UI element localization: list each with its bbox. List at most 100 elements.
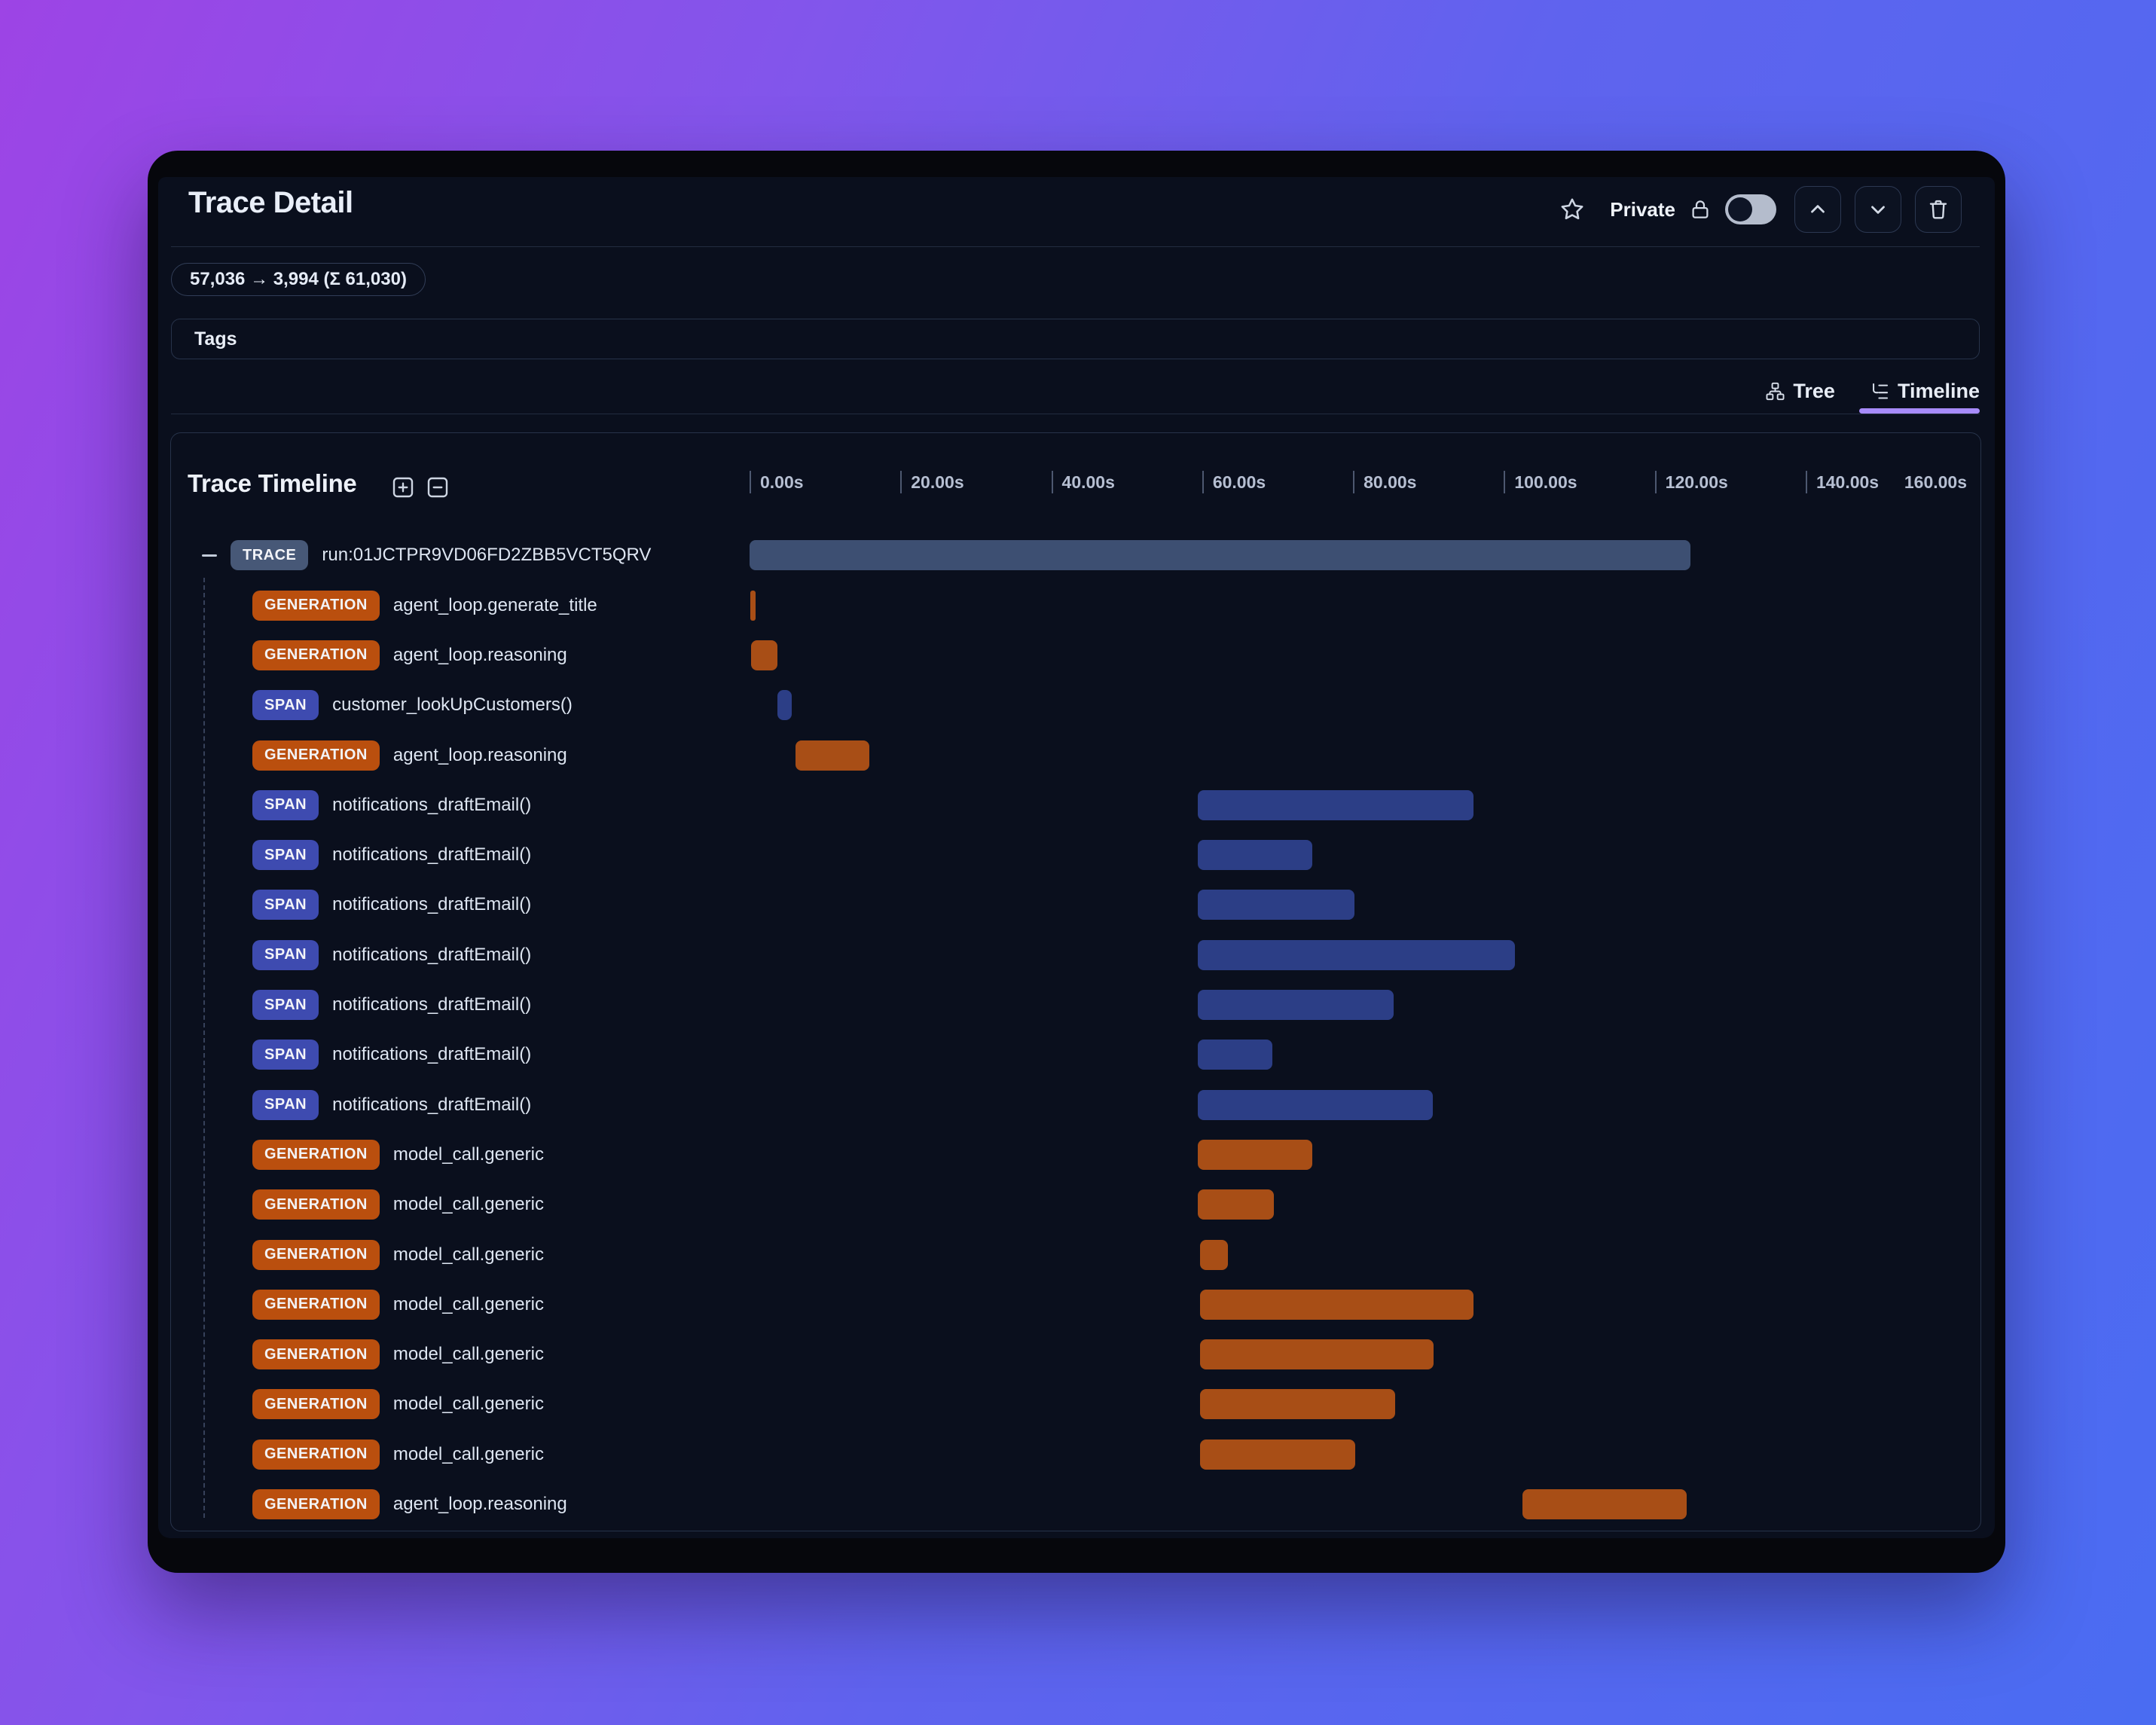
timeline-row[interactable]: GENERATION model_call.generic (171, 1379, 1980, 1429)
duration-bar[interactable] (1199, 1289, 1474, 1320)
row-header: GENERATION model_call.generic (252, 1230, 544, 1280)
header-controls: Private (1559, 186, 1962, 233)
observation-type-badge: TRACE (231, 540, 309, 571)
observation-type-badge: GENERATION (252, 1289, 380, 1320)
duration-bar[interactable] (1522, 1489, 1687, 1519)
timeline-row[interactable]: GENERATION model_call.generic (171, 1330, 1980, 1379)
timeline-row[interactable]: SPAN notifications_draftEmail() (171, 780, 1980, 830)
privacy-toggle[interactable] (1725, 194, 1776, 224)
observation-name: agent_loop.reasoning (392, 1494, 567, 1514)
duration-bar[interactable] (750, 590, 756, 621)
axis-tick-label: 40.00s (1061, 472, 1115, 492)
row-header: GENERATION agent_loop.reasoning (252, 731, 567, 780)
row-header: SPAN notifications_draftEmail() (252, 1080, 531, 1130)
observation-name: agent_loop.reasoning (392, 644, 567, 665)
header-divider (171, 246, 1980, 247)
tab-tree[interactable]: Tree (1765, 380, 1835, 403)
duration-bar[interactable] (1197, 1040, 1272, 1070)
observation-name: notifications_draftEmail() (332, 844, 532, 866)
duration-bar[interactable] (1199, 1439, 1356, 1470)
observation-type-badge: GENERATION (252, 1339, 380, 1370)
observation-name: model_call.generic (392, 1344, 544, 1365)
tags-label: Tags (194, 328, 237, 350)
duration-bar[interactable] (1199, 1239, 1228, 1270)
duration-bar[interactable] (1199, 1389, 1396, 1420)
duration-bar[interactable] (796, 740, 870, 771)
observation-type-badge: SPAN (252, 890, 319, 921)
row-header: GENERATION model_call.generic (252, 1430, 544, 1479)
duration-bar[interactable] (751, 640, 778, 670)
duration-bar[interactable] (1197, 789, 1474, 820)
tree-icon (1765, 381, 1785, 401)
timeline-row[interactable]: SPAN notifications_draftEmail() (171, 880, 1980, 930)
timeline-row[interactable]: GENERATION agent_loop.reasoning (171, 1479, 1980, 1529)
duration-bar[interactable] (1199, 1339, 1434, 1370)
duration-bar[interactable] (1197, 1139, 1313, 1170)
timeline-row[interactable]: SPAN notifications_draftEmail() (171, 1080, 1980, 1130)
observation-name: notifications_draftEmail() (332, 1094, 532, 1115)
row-header: GENERATION model_call.generic (252, 1330, 544, 1379)
observation-name: model_call.generic (392, 1244, 544, 1265)
observation-type-badge: GENERATION (252, 1239, 380, 1270)
observation-type-badge: GENERATION (252, 1439, 380, 1470)
collapse-row-icon[interactable] (202, 554, 217, 557)
axis-tick-label: 100.00s (1514, 472, 1577, 492)
row-header: SPAN notifications_draftEmail() (252, 830, 531, 880)
axis-tick-label: 140.00s (1815, 472, 1880, 492)
timeline-row[interactable]: GENERATION model_call.generic (171, 1180, 1980, 1229)
delete-button[interactable] (1915, 186, 1962, 233)
row-header: GENERATION model_call.generic (252, 1180, 544, 1229)
duration-bar[interactable] (777, 690, 792, 721)
duration-bar[interactable] (1197, 1189, 1274, 1220)
row-header: SPAN notifications_draftEmail() (252, 1030, 531, 1079)
duration-bar[interactable] (1197, 939, 1516, 970)
row-header: SPAN notifications_draftEmail() (252, 880, 531, 930)
token-usage-badge: 57,036 → 3,994 (Σ 61,030) (171, 263, 426, 296)
duration-bar[interactable] (1197, 890, 1355, 921)
timeline-row[interactable]: GENERATION model_call.generic (171, 1280, 1980, 1330)
axis-tick-label: 80.00s (1364, 472, 1417, 492)
observation-name: notifications_draftEmail() (332, 1044, 532, 1065)
collapse-all-button[interactable] (424, 474, 451, 501)
timeline-row[interactable]: GENERATION agent_loop.reasoning (171, 731, 1980, 780)
timeline-row[interactable]: GENERATION model_call.generic (171, 1430, 1980, 1479)
timeline-row[interactable]: TRACE run:01JCTPR9VD06FD2ZBB5VCT5QRV (171, 530, 1980, 580)
scroll-down-button[interactable] (1855, 186, 1901, 233)
scroll-up-button[interactable] (1794, 186, 1841, 233)
duration-bar[interactable] (1197, 1089, 1434, 1120)
timeline-row[interactable]: SPAN notifications_draftEmail() (171, 830, 1980, 880)
timeline-row[interactable]: GENERATION model_call.generic (171, 1230, 1980, 1280)
timeline-row[interactable]: SPAN notifications_draftEmail() (171, 1030, 1980, 1079)
duration-bar[interactable] (1197, 990, 1394, 1020)
timeline-row[interactable]: GENERATION model_call.generic (171, 1130, 1980, 1180)
trace-detail-view: Trace Detail Private (158, 177, 1995, 1538)
timeline-row[interactable]: GENERATION agent_loop.generate_title (171, 581, 1980, 630)
axis-tick (900, 471, 902, 493)
row-header: SPAN notifications_draftEmail() (252, 930, 531, 980)
observation-type-badge: GENERATION (252, 590, 380, 621)
row-header: SPAN customer_lookUpCustomers() (252, 680, 573, 730)
axis-tick (1504, 471, 1506, 493)
duration-bar[interactable] (750, 540, 1690, 571)
observation-type-badge: SPAN (252, 1089, 319, 1120)
axis-tick-label: 60.00s (1212, 472, 1266, 492)
timeline-row[interactable]: GENERATION agent_loop.reasoning (171, 630, 1980, 680)
duration-bar[interactable] (1197, 840, 1313, 871)
timeline-row[interactable]: SPAN notifications_draftEmail() (171, 980, 1980, 1030)
row-header: GENERATION model_call.generic (252, 1379, 544, 1429)
timeline-row[interactable]: SPAN notifications_draftEmail() (171, 930, 1980, 980)
timeline-row[interactable]: SPAN customer_lookUpCustomers() (171, 680, 1980, 730)
axis-tick-label: 120.00s (1665, 472, 1728, 492)
expand-all-button[interactable] (389, 474, 417, 501)
observation-name: model_call.generic (392, 1443, 544, 1464)
observation-name: model_call.generic (392, 1143, 544, 1165)
star-icon[interactable] (1559, 196, 1586, 223)
observation-type-badge: SPAN (252, 690, 319, 721)
tab-timeline[interactable]: Timeline (1870, 380, 1980, 403)
observation-name: run:01JCTPR9VD06FD2ZBB5VCT5QRV (322, 545, 652, 566)
axis-tick (1353, 471, 1355, 493)
timeline-panel-title: Trace Timeline (188, 469, 357, 497)
row-header: SPAN notifications_draftEmail() (252, 980, 531, 1030)
tags-box[interactable]: Tags (171, 319, 1980, 359)
